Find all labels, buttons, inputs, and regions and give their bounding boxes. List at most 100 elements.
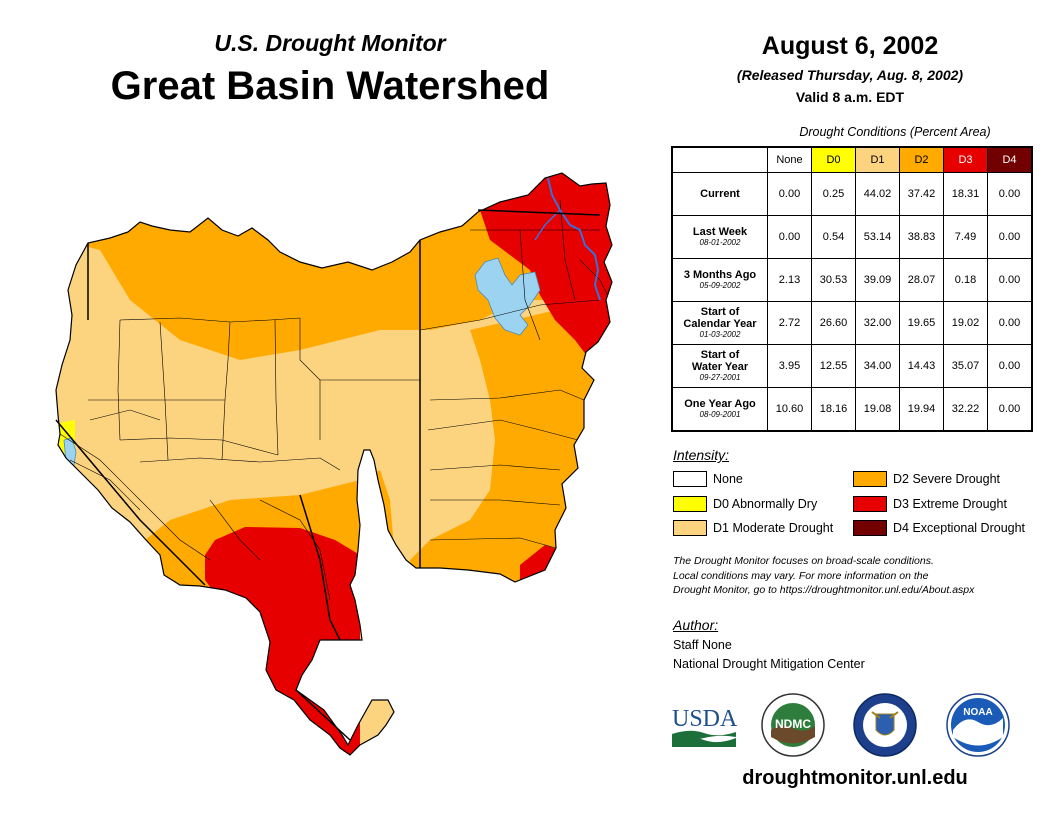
usda-logo-text: USDA [672, 706, 738, 732]
legend-swatch [853, 471, 887, 487]
legend-swatch [673, 496, 707, 512]
noaa-logo-text: NOAA [963, 707, 992, 718]
table-row: 3 Months Ago 05-09-2002 2.13 30.53 39.09 28.0… [671, 258, 1033, 302]
table-cell: 30.53 [811, 258, 856, 302]
row-label-line: Start of [700, 349, 740, 361]
basin-outline [55, 172, 613, 756]
table-cell: 44.02 [855, 172, 900, 216]
d3-zone-northeast [480, 173, 612, 360]
website-url[interactable]: droughtmonitor.unl.edu [742, 767, 968, 789]
table-cell: 26.60 [811, 301, 856, 345]
note-line: Drought Monitor, go to https://droughtmo… [673, 584, 975, 596]
table-row: Start of Water Year 09-27-2001 3.95 12.55 34.… [671, 344, 1033, 388]
table-row: Current 0.00 0.25 44.02 37.42 18.31 0.00 [671, 172, 1033, 216]
release-date: (Released Thursday, Aug. 8, 2002) [736, 67, 964, 83]
row-label-line: 3 Months Ago [683, 269, 757, 281]
table-cell: 0.00 [767, 215, 812, 259]
table-cell: 0.54 [811, 215, 856, 259]
table-cell: 0.00 [987, 387, 1033, 431]
table-corner [672, 147, 768, 173]
table-cell: 35.07 [943, 344, 988, 388]
table-cell: 34.00 [855, 344, 900, 388]
usda-logo: USDA [672, 706, 738, 747]
legend-label: None [713, 472, 743, 486]
col-header-d0: D0 [811, 146, 856, 173]
row-label-line: Last Week [692, 226, 748, 238]
row-label: Start of Calendar Year 01-03-2002 [671, 301, 768, 345]
row-date: 05-09-2002 [699, 281, 741, 290]
legend-swatch [853, 520, 887, 536]
note-line: Local conditions may vary. For more info… [673, 569, 929, 582]
legend-swatch [853, 496, 887, 512]
table-cell: 32.00 [855, 301, 900, 345]
table-cell: 0.00 [987, 258, 1033, 302]
table-cell: 37.42 [899, 172, 944, 216]
col-header-d4: D4 [987, 146, 1033, 173]
row-label: Current [671, 172, 768, 216]
table-cell: 0.00 [987, 215, 1033, 259]
table-cell: 2.13 [767, 258, 812, 302]
author-name: Staff None [673, 638, 732, 652]
table-cell: 19.65 [899, 301, 944, 345]
legend-item-d3: D3 Extreme Drought [853, 496, 1007, 512]
table-caption: Drought Conditions (Percent Area) [799, 125, 991, 139]
table-cell: 0.25 [811, 172, 856, 216]
table-cell: 10.60 [767, 387, 812, 431]
legend-label: D4 Exceptional Drought [893, 521, 1026, 535]
table-cell: 7.49 [943, 215, 988, 259]
ndmc-logo-text: NDMC [775, 717, 811, 731]
map-title: Great Basin Watershed [110, 64, 550, 108]
row-label: Last Week 08-01-2002 [671, 215, 768, 259]
table-cell: 19.08 [855, 387, 900, 431]
legend-label: D3 Extreme Drought [893, 497, 1007, 511]
table-cell: 0.18 [943, 258, 988, 302]
row-date: 08-09-2001 [699, 409, 741, 419]
drought-map [55, 172, 613, 756]
state-boundaries [55, 209, 601, 741]
col-header-none: None [767, 146, 812, 173]
table-cell: 2.72 [767, 301, 812, 345]
table-cell: 0.00 [987, 301, 1033, 345]
table-cell: 3.95 [767, 344, 812, 388]
river-branch [534, 209, 561, 241]
commerce-seal [853, 693, 917, 757]
row-label-line: Start of [700, 306, 740, 318]
table-cell: 19.94 [899, 387, 944, 431]
ndmc-logo: NDMC [761, 693, 825, 757]
legend-item-d1: D1 Moderate Drought [673, 520, 833, 536]
author-title: Author: [673, 617, 719, 633]
drought-conditions-table: None D0 D1 D2 D3 D4 Current 0.00 0.25 44.02… [671, 146, 1033, 432]
table-cell: 0.00 [987, 172, 1033, 216]
legend-item-d4: D4 Exceptional Drought [853, 520, 1025, 536]
row-date: 08-01-2002 [699, 238, 741, 247]
legend-label: D1 Moderate Drought [713, 521, 834, 535]
legend-label: D0 Abnormally Dry [713, 497, 818, 511]
river [547, 177, 601, 301]
legend-title: Intensity: [673, 447, 730, 463]
table-cell: 39.09 [855, 258, 900, 302]
table-cell: 18.31 [943, 172, 988, 216]
table-cell: 12.55 [811, 344, 856, 388]
row-label: One Year Ago 08-09-2001 [671, 387, 768, 431]
legend-label: D2 Severe Drought [893, 472, 1001, 486]
row-label-line: Current [700, 188, 740, 200]
legend-item-d2: D2 Severe Drought [853, 471, 1000, 487]
note-line: The Drought Monitor focuses on broad-sca… [673, 555, 934, 567]
row-label-line: One Year Ago [684, 397, 756, 410]
author-org: National Drought Mitigation Center [673, 657, 865, 671]
table-cell: 28.07 [899, 258, 944, 302]
col-header-d3: D3 [943, 146, 988, 173]
table-cell: 14.43 [899, 344, 944, 388]
noaa-logo: NOAA [946, 693, 1010, 757]
row-date: 09-27-2001 [699, 373, 741, 382]
valid-time: Valid 8 a.m. EDT [795, 89, 905, 105]
table-cell: 0.00 [987, 344, 1033, 388]
table-cell: 53.14 [855, 215, 900, 259]
legend-swatch [673, 471, 707, 487]
col-header-d1: D1 [855, 146, 900, 173]
great-salt-lake [474, 257, 541, 336]
table-cell: 0.00 [767, 172, 812, 216]
row-label: Start of Water Year 09-27-2001 [671, 344, 768, 388]
d3-zone-south [205, 527, 360, 755]
table-row: Start of Calendar Year 01-03-2002 2.72 26.60… [671, 301, 1033, 345]
